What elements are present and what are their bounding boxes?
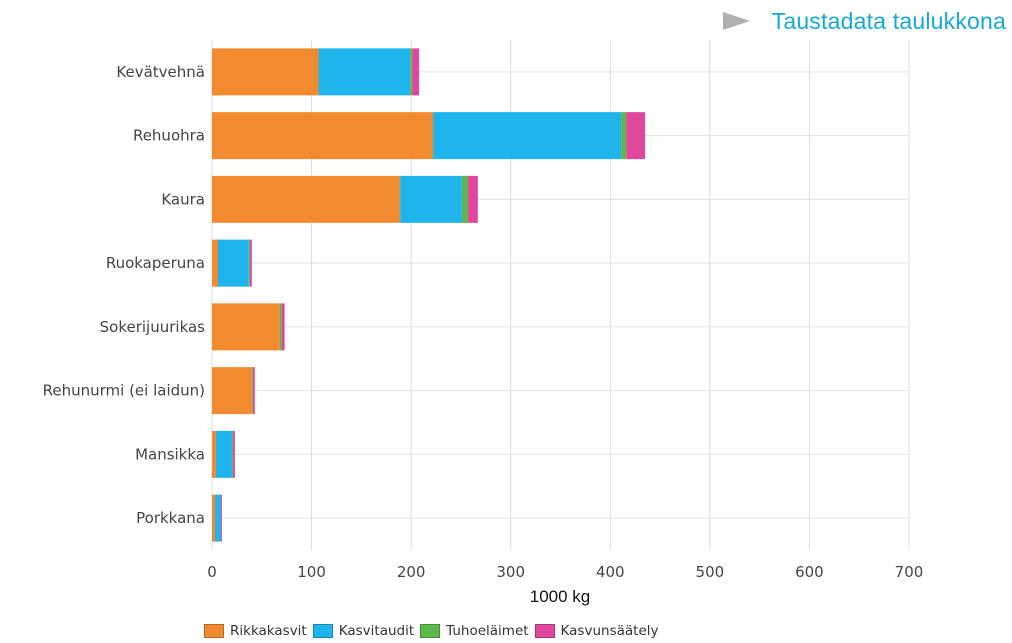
- y-category-label: Kaura: [161, 190, 205, 208]
- bar-segment: [214, 494, 221, 542]
- bar-segment: [232, 430, 235, 478]
- bar-segment: [212, 239, 218, 287]
- legend-label: Kasvunsäätely: [560, 623, 659, 639]
- background-data-table-link-label: Taustadata taulukkona: [771, 7, 1006, 34]
- legend-swatch: [420, 624, 441, 638]
- x-tick-label: 700: [895, 563, 924, 581]
- bar-segment: [410, 48, 413, 96]
- bar-segment: [626, 112, 646, 160]
- legend-item[interactable]: Kasvitaudit: [312, 623, 415, 639]
- x-tick-label: 300: [496, 563, 525, 581]
- bar-segment: [212, 48, 319, 96]
- bar-segment: [217, 239, 249, 287]
- bar-segment: [212, 175, 401, 223]
- bar-segment: [212, 303, 280, 351]
- background-data-table-link[interactable]: Taustadata taulukkona: [722, 4, 1006, 38]
- chart-legend: Rikkakasvit Kasvitaudit Tuhoeläimet Kasvuns…: [204, 621, 665, 641]
- x-tick-label: 600: [795, 563, 824, 581]
- x-tick-label: 0: [207, 563, 217, 581]
- legend-label: Rikkakasvit: [230, 623, 307, 639]
- legend-item[interactable]: Tuhoeläimet: [420, 623, 529, 639]
- bar-segment: [251, 367, 253, 415]
- bar-segment: [231, 430, 233, 478]
- bar-segment: [252, 367, 255, 415]
- y-category-label: Rehuohra: [133, 127, 205, 145]
- y-category-label: Rehunurmi (ei laidun): [43, 382, 205, 400]
- bar-segment: [212, 494, 215, 542]
- bar-segment: [461, 175, 468, 223]
- x-tick-label: 100: [297, 563, 326, 581]
- bar-segment: [212, 430, 216, 478]
- y-category-label: Mansikka: [135, 445, 205, 463]
- bar-segment: [412, 48, 420, 96]
- legend-item[interactable]: Rikkakasvit: [204, 623, 307, 639]
- y-category-label: Porkkana: [136, 509, 205, 527]
- x-tick-label: 500: [696, 563, 725, 581]
- bar-segment: [215, 430, 232, 478]
- bar-segment: [467, 175, 478, 223]
- bar-segment: [433, 112, 622, 160]
- bar-segment: [249, 239, 252, 287]
- legend-swatch: [534, 624, 555, 638]
- x-tick-label: 200: [397, 563, 426, 581]
- bar-segment: [212, 367, 252, 415]
- bar-segment: [281, 303, 285, 351]
- x-tick-label: 400: [596, 563, 625, 581]
- legend-label: Kasvitaudit: [338, 623, 415, 639]
- x-axis-title: 1000 kg: [530, 587, 591, 606]
- bar-segment: [248, 239, 250, 287]
- bar-segment: [212, 112, 434, 160]
- play-triangle-icon: [722, 12, 750, 30]
- legend-label: Tuhoeläimet: [446, 623, 529, 639]
- bar-segment: [220, 494, 222, 542]
- bar-segment: [279, 303, 282, 351]
- legend-item[interactable]: Kasvunsäätely: [534, 623, 659, 639]
- y-category-label: Ruokaperuna: [106, 254, 205, 272]
- bar-segment: [621, 112, 627, 160]
- bar-segment: [318, 48, 411, 96]
- bar-segment: [400, 175, 462, 223]
- y-category-label: Kevätvehnä: [116, 63, 205, 81]
- legend-swatch: [204, 624, 224, 638]
- legend-swatch: [312, 624, 333, 638]
- y-category-label: Sokerijuurikas: [100, 318, 206, 336]
